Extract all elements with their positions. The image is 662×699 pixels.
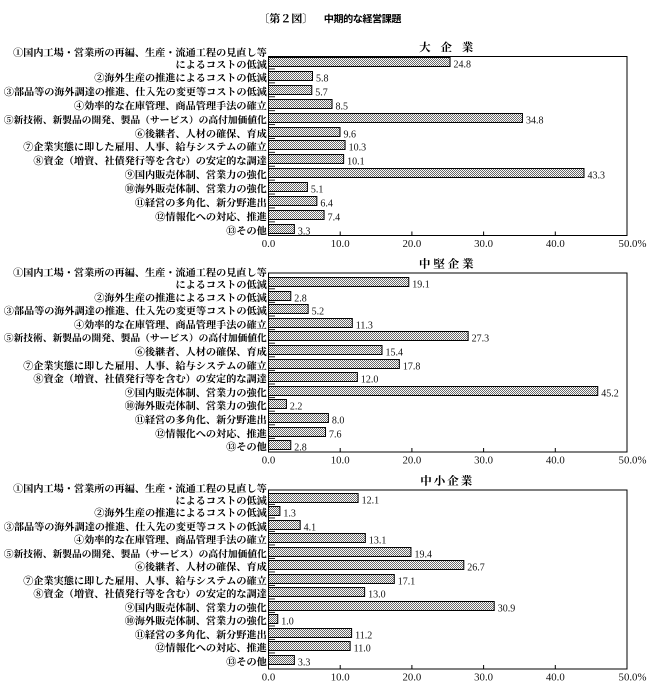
svg-text:7.4: 7.4: [328, 212, 341, 223]
svg-text:5.1: 5.1: [311, 184, 324, 195]
svg-text:19.1: 19.1: [412, 279, 430, 290]
svg-text:3.3: 3.3: [298, 657, 311, 668]
svg-text:5.7: 5.7: [315, 87, 328, 98]
svg-text:13.1: 13.1: [369, 535, 387, 546]
svg-text:30.9: 30.9: [498, 603, 516, 614]
svg-text:0.0: 0.0: [262, 671, 276, 683]
svg-text:40.0: 40.0: [546, 454, 565, 466]
svg-text:0.0: 0.0: [262, 454, 276, 466]
svg-text:30.0: 30.0: [474, 238, 493, 250]
svg-text:9.6: 9.6: [344, 129, 357, 140]
svg-text:50.0%: 50.0%: [619, 671, 647, 683]
svg-text:3.3: 3.3: [298, 226, 311, 237]
svg-text:11.3: 11.3: [356, 320, 373, 331]
svg-text:5.8: 5.8: [316, 73, 329, 84]
svg-text:26.7: 26.7: [467, 562, 485, 573]
svg-text:6.4: 6.4: [320, 198, 333, 209]
svg-text:50.0%: 50.0%: [619, 454, 647, 466]
svg-text:10.3: 10.3: [349, 142, 367, 153]
svg-text:30.0: 30.0: [474, 454, 493, 466]
svg-text:20.0: 20.0: [402, 671, 421, 683]
svg-text:40.0: 40.0: [546, 238, 565, 250]
svg-text:10.0: 10.0: [331, 671, 350, 683]
svg-text:20.0: 20.0: [402, 238, 421, 250]
svg-text:24.8: 24.8: [454, 59, 472, 70]
svg-text:17.1: 17.1: [398, 576, 416, 587]
svg-text:5.2: 5.2: [312, 306, 325, 317]
svg-text:0.0: 0.0: [262, 238, 276, 250]
svg-text:40.0: 40.0: [546, 671, 565, 683]
svg-text:1.0: 1.0: [281, 616, 294, 627]
svg-text:4.1: 4.1: [304, 522, 317, 533]
svg-text:8.5: 8.5: [336, 101, 349, 112]
svg-text:12.1: 12.1: [362, 495, 380, 506]
svg-text:20.0: 20.0: [402, 454, 421, 466]
svg-text:10.0: 10.0: [331, 238, 350, 250]
svg-text:12.0: 12.0: [361, 374, 379, 385]
svg-text:11.0: 11.0: [354, 643, 371, 654]
svg-text:27.3: 27.3: [472, 333, 490, 344]
svg-text:2.8: 2.8: [294, 442, 307, 453]
svg-text:19.4: 19.4: [414, 549, 432, 560]
svg-text:2.2: 2.2: [290, 401, 303, 412]
svg-text:2.8: 2.8: [294, 293, 307, 304]
svg-text:1.3: 1.3: [283, 508, 296, 519]
svg-text:34.8: 34.8: [526, 115, 544, 126]
svg-text:8.0: 8.0: [332, 415, 345, 426]
svg-text:10.1: 10.1: [347, 156, 365, 167]
svg-text:43.3: 43.3: [587, 170, 605, 181]
svg-text:13.0: 13.0: [368, 589, 386, 600]
svg-text:30.0: 30.0: [474, 671, 493, 683]
svg-text:50.0%: 50.0%: [619, 238, 647, 250]
svg-text:10.0: 10.0: [331, 454, 350, 466]
svg-text:45.2: 45.2: [601, 388, 619, 399]
svg-text:11.2: 11.2: [355, 630, 372, 641]
svg-text:17.8: 17.8: [403, 361, 421, 372]
svg-text:15.4: 15.4: [385, 347, 403, 358]
svg-text:7.6: 7.6: [329, 429, 342, 440]
